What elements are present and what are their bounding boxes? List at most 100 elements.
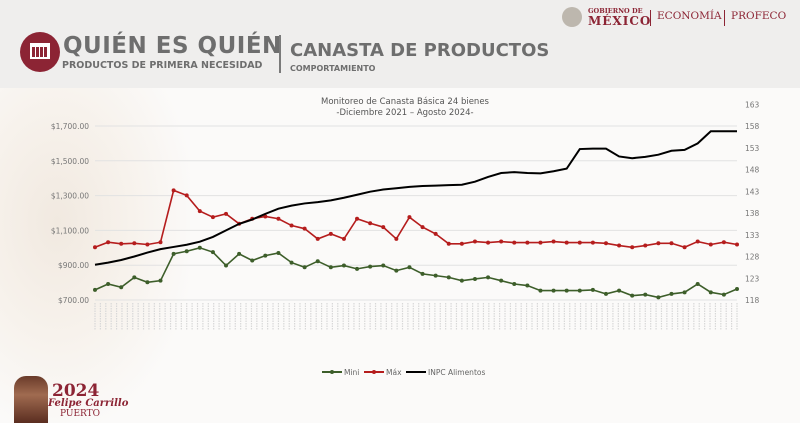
data-point-max — [341, 236, 346, 241]
right-axis-tick-label: 128 — [745, 253, 760, 262]
data-point-max — [433, 231, 438, 236]
mexico-seal-icon — [562, 7, 582, 27]
data-point-mini — [210, 250, 215, 255]
data-point-max — [328, 231, 333, 236]
chart-subtitle: -Diciembre 2021 – Agosto 2024- — [336, 108, 473, 118]
data-point-max — [656, 241, 661, 246]
logo-name: Felipe Carrillo — [48, 398, 129, 409]
data-point-max — [197, 209, 202, 214]
data-point-mini — [603, 291, 608, 296]
profeco-logo-text: PROFECO — [731, 10, 787, 22]
legend: Mini Máx INPC Alimentos — [322, 368, 485, 377]
header-bar — [0, 0, 800, 88]
data-point-mini — [512, 281, 517, 286]
data-point-mini — [394, 268, 399, 273]
felipe-carrillo-portrait — [14, 376, 48, 423]
data-point-mini — [263, 253, 268, 258]
data-point-mini — [171, 251, 176, 256]
data-point-max — [525, 240, 530, 245]
logo-year: 2024 — [52, 381, 100, 401]
gov-separator — [650, 10, 651, 26]
data-point-max — [617, 243, 622, 248]
data-point-max — [708, 242, 713, 247]
gov-top-text: GOBIERNO DE — [588, 7, 643, 15]
data-point-max — [171, 188, 176, 193]
left-axis-tick-label: $1,500.00 — [51, 157, 89, 166]
left-axis-tick-label: $1,100.00 — [51, 226, 89, 235]
data-point-mini — [93, 287, 97, 292]
legend-marker-max — [372, 370, 376, 374]
data-point-max — [315, 236, 320, 241]
data-point-max — [394, 236, 399, 241]
data-point-mini — [525, 283, 530, 288]
data-point-max — [420, 225, 425, 230]
data-point-mini — [499, 278, 504, 283]
data-point-max — [263, 214, 268, 219]
left-axis-tick-label: $1,700.00 — [51, 122, 89, 131]
right-axis-tick-label: 163 — [745, 100, 760, 109]
data-point-mini — [486, 275, 491, 280]
data-point-max — [472, 239, 477, 244]
right-axis-tick-label: 133 — [745, 231, 760, 240]
data-point-max — [577, 240, 582, 245]
data-point-mini — [538, 288, 543, 293]
left-axis-tick-label: $700.00 — [58, 296, 89, 305]
data-point-max — [590, 240, 595, 245]
data-point-mini — [119, 285, 124, 290]
data-point-max — [210, 215, 215, 220]
data-point-mini — [669, 291, 674, 296]
data-point-max — [93, 245, 97, 250]
data-point-mini — [446, 275, 451, 280]
series-line-max — [94, 189, 738, 249]
data-point-mini — [564, 288, 569, 293]
data-point-max — [630, 245, 635, 250]
brand-subtitle: PRODUCTOS DE PRIMERA NECESIDAD — [62, 60, 263, 71]
data-point-mini — [577, 288, 582, 293]
data-point-mini — [132, 275, 137, 280]
quien-es-quien-logo — [20, 32, 60, 72]
data-point-mini — [328, 265, 333, 270]
data-point-mini — [315, 259, 320, 264]
data-point-mini — [355, 266, 360, 271]
data-point-max — [643, 243, 648, 248]
data-point-mini — [433, 273, 438, 278]
right-axis-tick-label: 143 — [745, 187, 760, 196]
data-point-mini — [184, 249, 189, 254]
series-line-mini — [94, 246, 738, 299]
data-point-mini — [145, 280, 150, 285]
data-point-max — [119, 241, 124, 246]
data-point-mini — [472, 276, 477, 281]
header-divider — [279, 35, 281, 73]
data-point-mini — [643, 292, 648, 297]
economia-logo-text: ECONOMÍA — [657, 10, 722, 22]
data-point-max — [289, 223, 294, 228]
data-point-max — [368, 221, 373, 226]
data-point-mini — [420, 271, 425, 276]
data-point-mini — [630, 293, 635, 298]
data-point-mini — [224, 263, 229, 268]
right-axis-tick-label: 118 — [745, 296, 760, 305]
left-axis-tick-label: $1,300.00 — [51, 192, 89, 201]
data-point-max — [381, 225, 386, 230]
data-point-mini — [721, 292, 726, 297]
data-point-max — [669, 241, 674, 246]
background-pattern — [0, 88, 190, 423]
data-point-mini — [708, 290, 713, 295]
data-point-max — [695, 239, 700, 244]
data-point-max — [145, 242, 150, 247]
brand-title: QUIÉN ES QUIÉN — [63, 33, 282, 59]
legend-marker-mini — [330, 370, 334, 374]
data-point-max — [603, 241, 608, 246]
data-point-mini — [289, 260, 294, 265]
section-title: CANASTA DE PRODUCTOS — [290, 40, 550, 61]
gov-main-text: MÉXICO — [588, 14, 652, 28]
data-point-max — [302, 226, 307, 231]
right-axis-tick-label: 148 — [745, 166, 760, 175]
series-line-inpc — [94, 130, 737, 266]
data-point-mini — [695, 281, 700, 286]
data-point-max — [459, 241, 464, 246]
data-point-max — [512, 240, 517, 245]
data-point-max — [106, 240, 111, 245]
right-axis-tick-label: 153 — [745, 144, 760, 153]
